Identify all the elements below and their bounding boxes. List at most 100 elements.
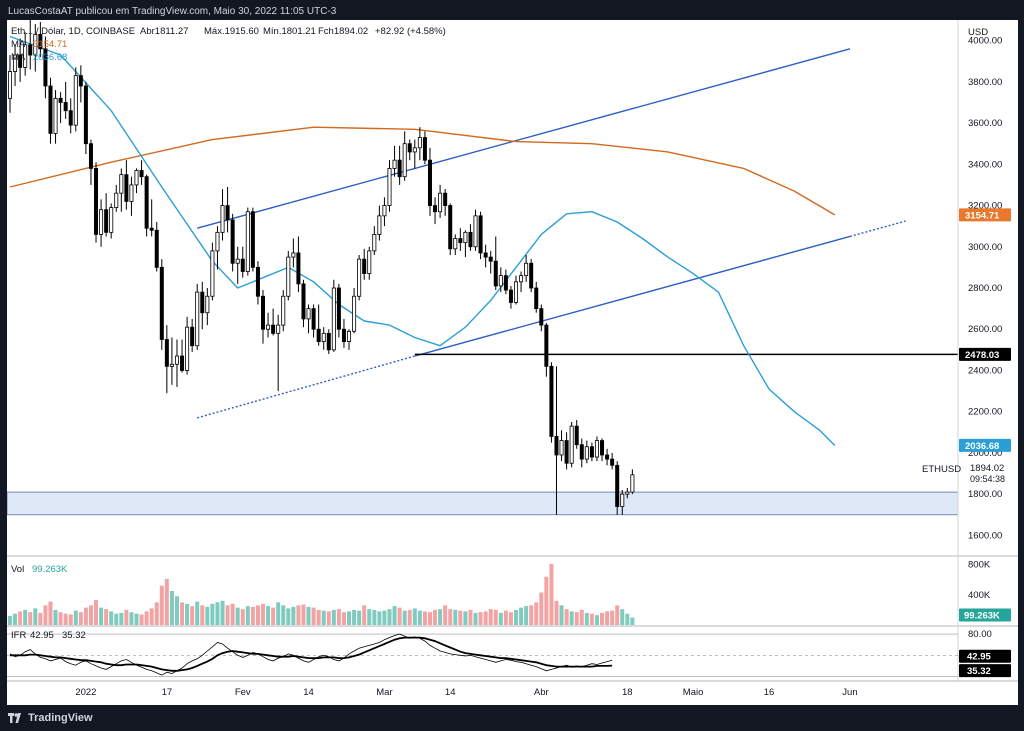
candle-body-up <box>185 326 190 371</box>
volume-bar <box>124 609 129 625</box>
volume-bar <box>433 609 438 625</box>
volume-bar <box>463 611 468 625</box>
candle <box>134 168 139 194</box>
candle-body-down <box>255 266 260 297</box>
volume-bar <box>352 609 357 625</box>
volume-tick-label: 800K <box>968 560 991 571</box>
candle <box>625 487 630 499</box>
time-tick-label: Jun <box>842 687 857 698</box>
volume-bar <box>524 606 529 625</box>
candle-body-down <box>250 211 255 268</box>
candle-body-up <box>387 168 392 206</box>
volume-bar <box>88 605 93 625</box>
volume-bar <box>306 606 311 625</box>
candle <box>48 77 53 144</box>
symbol-name-label: ETHUSD <box>922 464 961 475</box>
candle-body-down <box>159 266 164 340</box>
chart-plot-area[interactable]: 1600.00 1800.00 2000.00 2200.00 2400.00 2600.… <box>6 17 1018 705</box>
volume-legend-label[interactable]: Vol <box>11 564 24 575</box>
candle-body-up <box>266 324 271 330</box>
volume-last-tag-label: 99.263K <box>964 611 1000 622</box>
candle-body-up <box>630 474 635 493</box>
candle <box>392 145 397 177</box>
volume-bar <box>174 596 179 625</box>
trendline-0 <box>197 48 851 229</box>
volume-bar <box>134 613 139 625</box>
candle <box>250 207 255 272</box>
candle <box>468 224 473 251</box>
candle <box>427 147 432 216</box>
candle <box>58 92 63 124</box>
candle-body-down <box>503 275 508 291</box>
candle <box>266 312 271 338</box>
candle-body-down <box>427 159 432 206</box>
volume-bar <box>104 609 109 625</box>
candle <box>534 281 539 313</box>
candle-body-down <box>564 440 569 464</box>
volume-bar <box>625 613 630 625</box>
trendline-3 <box>849 220 906 238</box>
ma20-line <box>9 35 836 446</box>
price-axis-layer: 1600.00 1800.00 2000.00 2200.00 2400.00 2600.… <box>959 36 1011 541</box>
candle-body-down <box>83 85 88 145</box>
chart-svg[interactable]: 1600.00 1800.00 2000.00 2200.00 2400.00 2600.… <box>6 17 1018 705</box>
candle <box>109 203 114 239</box>
candle-body-down <box>43 48 48 87</box>
volume-bar <box>154 602 159 625</box>
volume-legend-value: 99.263K <box>32 564 68 575</box>
candle-body-down <box>534 287 539 310</box>
volume-bar <box>240 609 245 625</box>
candle <box>63 81 68 119</box>
volume-bar <box>301 604 306 625</box>
candle-body-up <box>134 170 139 186</box>
candle-body-up <box>463 231 468 244</box>
candle <box>144 174 149 237</box>
volume-bar <box>296 605 301 625</box>
candle <box>7 55 13 113</box>
candle-body-up <box>584 446 589 460</box>
candle <box>154 222 159 272</box>
time-axis-layer: 2022 17 Fev 14 Mar 14 Abr 18 Maio 16 Jun <box>75 687 857 698</box>
candle <box>68 98 73 134</box>
candle <box>352 288 357 334</box>
volume-bar <box>347 611 352 625</box>
footer-brand-text[interactable]: TradingView <box>28 712 93 724</box>
candle-body-down <box>301 283 306 320</box>
legend-ma200-label[interactable]: MA <box>11 39 26 50</box>
candle-body-down <box>483 252 488 258</box>
volume-bar <box>63 613 68 625</box>
price-tick-label: 2800.00 <box>968 283 1002 294</box>
candle-body-down <box>326 332 331 351</box>
volume-bar <box>164 578 169 625</box>
time-tick-label: 14 <box>303 687 314 698</box>
rsi-value-tag-bg <box>959 664 1011 678</box>
volume-bar <box>33 608 38 625</box>
legend-ma20-label[interactable]: MA <box>11 52 26 63</box>
legend-symbol[interactable]: Eth... / Dólar, 1D, COINBASE <box>11 26 135 37</box>
volume-bar <box>559 605 564 625</box>
candle-body-down <box>600 440 605 456</box>
volume-bar <box>377 611 382 625</box>
price-tag-label: 2478.03 <box>965 350 999 361</box>
candle <box>240 246 245 278</box>
volume-bar <box>514 609 518 625</box>
volume-bar <box>276 602 281 625</box>
support-zone-rect <box>6 491 959 516</box>
price-tick-label: 3000.00 <box>968 242 1002 253</box>
rsi-value-tag-bg <box>959 649 1011 663</box>
candle-body-down <box>488 256 493 262</box>
candle <box>38 22 43 58</box>
rsi-legend-label[interactable]: IFR <box>11 630 26 641</box>
candle <box>28 17 33 70</box>
volume-bar <box>534 602 539 625</box>
candle-body-down <box>407 143 412 153</box>
volume-bar <box>58 612 63 625</box>
price-tick-label: 1800.00 <box>968 489 1002 500</box>
candle-body-down <box>124 174 129 202</box>
candle <box>382 197 387 227</box>
candle <box>438 184 443 218</box>
time-tick-label: 18 <box>622 687 633 698</box>
volume-bar <box>114 613 119 625</box>
volume-bar <box>94 600 99 625</box>
volume-bar <box>99 607 104 625</box>
